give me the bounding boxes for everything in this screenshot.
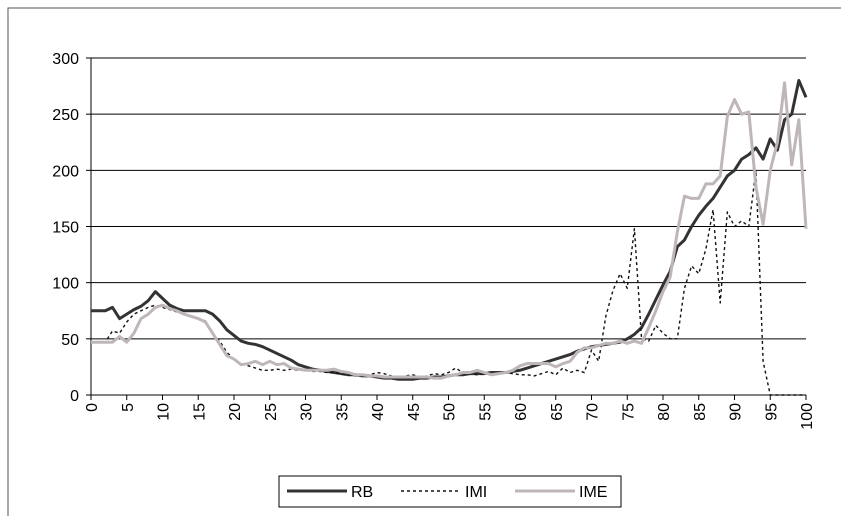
y-tick-label: 100 (52, 276, 79, 293)
x-tick-label: 15 (191, 403, 208, 421)
x-tick-label: 65 (549, 403, 566, 421)
x-tick-label: 75 (620, 403, 637, 421)
y-tick-label: 50 (61, 332, 79, 349)
x-tick-label: 5 (120, 403, 137, 412)
y-tick-label: 250 (52, 107, 79, 124)
x-tick-label: 70 (585, 403, 602, 421)
x-tick-label: 40 (370, 403, 387, 421)
y-tick-label: 300 (52, 51, 79, 68)
y-tick-label: 200 (52, 163, 79, 180)
x-tick-label: 85 (692, 403, 709, 421)
legend-label: RB (351, 484, 373, 501)
x-tick-label: 30 (299, 403, 316, 421)
x-tick-label: 35 (334, 403, 351, 421)
y-tick-label: 0 (70, 388, 79, 405)
x-tick-label: 100 (799, 403, 816, 430)
x-tick-label: 55 (477, 403, 494, 421)
x-tick-label: 90 (728, 403, 745, 421)
legend-label: IMI (465, 484, 487, 501)
x-tick-label: 25 (263, 403, 280, 421)
x-tick-label: 50 (442, 403, 459, 421)
x-tick-label: 95 (763, 403, 780, 421)
x-tick-label: 20 (227, 403, 244, 421)
x-tick-label: 0 (84, 403, 101, 412)
x-tick-label: 60 (513, 403, 530, 421)
series-line (91, 81, 808, 380)
chart-border (7, 7, 841, 516)
x-tick-label: 80 (656, 403, 673, 421)
x-tick-label: 10 (156, 403, 173, 421)
x-tick-label: 45 (406, 403, 423, 421)
y-tick-label: 150 (52, 220, 79, 237)
legend-label: IME (579, 484, 607, 501)
